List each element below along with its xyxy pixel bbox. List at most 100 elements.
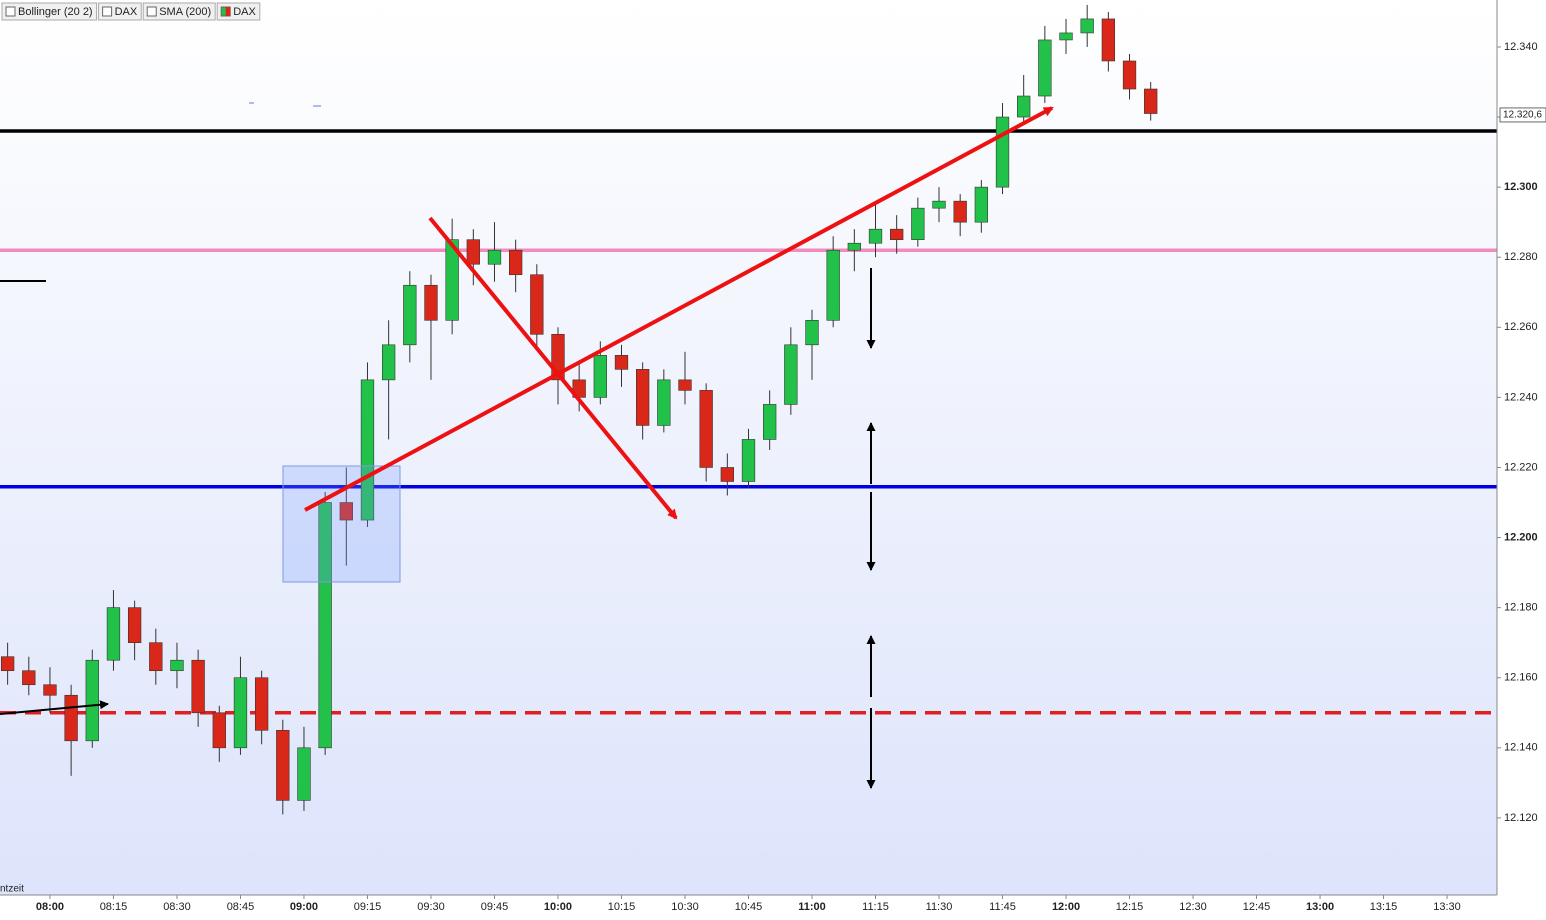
y-axis-panel <box>1497 0 1546 915</box>
x-tick-label: 11:15 <box>862 901 889 913</box>
y-tick-label: 12.280 <box>1504 251 1538 263</box>
candle-body <box>763 404 777 440</box>
candle-body <box>466 239 480 265</box>
candle-body <box>509 249 523 276</box>
legend-button <box>142 2 216 21</box>
candle-body <box>847 242 861 251</box>
candle-body <box>149 642 163 672</box>
candle-body <box>995 116 1010 188</box>
x-tick-label: 11:45 <box>989 901 1016 913</box>
candle-body <box>974 186 988 223</box>
candle-body <box>233 677 248 749</box>
candle-body <box>0 656 15 672</box>
corner-label: ntzeit <box>0 884 24 895</box>
x-tick-label: 13:15 <box>1370 901 1398 913</box>
trend-arrow <box>304 106 1054 512</box>
legend-button <box>1 2 98 21</box>
candle-body <box>953 200 967 223</box>
legend-swatch <box>225 7 231 16</box>
candle-body <box>424 284 438 321</box>
x-tick-label: 08:30 <box>163 901 191 913</box>
candle-body <box>22 670 36 686</box>
candle-body <box>741 439 756 482</box>
candle-body <box>212 712 226 749</box>
candle-body <box>381 344 396 381</box>
x-tick-label: 10:30 <box>671 901 699 913</box>
candle-body <box>445 239 459 321</box>
x-tick-label: 12:00 <box>1052 901 1080 913</box>
x-tick-label: 11:00 <box>798 901 826 913</box>
arrow <box>0 700 109 715</box>
candle-body <box>890 228 904 240</box>
legend-label: DAX <box>233 6 256 18</box>
candle-body <box>657 379 671 426</box>
candle-body <box>593 355 607 398</box>
candle-body <box>614 355 629 370</box>
x-tick-label: 12:30 <box>1179 901 1207 913</box>
candle-body <box>487 249 502 265</box>
legend-item: Bollinger (20 2) <box>1 2 98 21</box>
candle-body <box>403 284 417 346</box>
legend-label: DAX <box>115 6 138 18</box>
candle-body <box>530 274 544 335</box>
candle-body <box>805 319 819 346</box>
x-tick-label: 09:00 <box>290 901 318 913</box>
y-tick-label: 12.140 <box>1504 742 1538 754</box>
y-tick-label: 12.180 <box>1504 602 1538 614</box>
candle-body <box>932 200 946 209</box>
y-tick-label: 12.300 <box>1504 181 1538 193</box>
x-tick-label: 08:45 <box>227 901 255 913</box>
candle-body <box>699 390 713 468</box>
candle-body <box>254 677 269 731</box>
candle-body <box>64 694 78 742</box>
candle-body <box>43 684 57 696</box>
y-tick-label: 12.340 <box>1504 41 1538 53</box>
candle-body <box>826 249 840 321</box>
legend-checkbox <box>102 6 113 17</box>
legend-item: DAX <box>98 2 142 21</box>
candle-body <box>297 747 311 801</box>
candle-body <box>360 379 375 521</box>
x-tick-label: 12:15 <box>1116 901 1144 913</box>
trend-arrow <box>428 216 678 520</box>
x-tick-label: 13:30 <box>1433 901 1461 913</box>
y-tick-label: 12.220 <box>1504 461 1538 473</box>
y-tick-label: 12.160 <box>1504 672 1538 684</box>
highlight-box <box>282 465 401 583</box>
candle-body <box>911 207 925 240</box>
last-price-label: 12.320,6 <box>1503 110 1542 121</box>
candle-body <box>127 607 142 643</box>
legend: Bollinger (20 2) DAX SMA (200) DAX <box>1 2 261 21</box>
candle-body <box>170 659 184 672</box>
y-tick-label: 12.260 <box>1504 321 1538 333</box>
x-tick-label: 10:00 <box>544 901 572 913</box>
candle-body <box>1080 18 1094 34</box>
x-tick-label: 12:45 <box>1243 901 1271 913</box>
legend-item: SMA (200) <box>142 2 216 21</box>
x-tick-label: 13:00 <box>1306 901 1334 913</box>
candle-body <box>1017 95 1031 118</box>
candle-body <box>85 659 99 742</box>
candle-body <box>1038 39 1052 97</box>
candle-body <box>1144 88 1158 114</box>
x-axis-panel <box>0 895 1546 915</box>
x-tick-label: 08:15 <box>100 901 128 913</box>
x-tick-label: 11:30 <box>926 901 953 913</box>
annotations <box>0 102 1054 789</box>
candle-body <box>678 379 692 391</box>
x-tick-label: 09:15 <box>354 901 382 913</box>
candle-body <box>784 344 798 405</box>
y-tick-label: 12.240 <box>1504 391 1538 403</box>
candle-body <box>636 369 650 426</box>
candle-body <box>339 502 353 521</box>
candle-body <box>1122 60 1137 90</box>
y-tick-label: 12.120 <box>1504 812 1538 824</box>
x-tick-label: 09:45 <box>481 901 509 913</box>
legend-checkbox <box>146 6 157 17</box>
candle-body <box>276 729 290 801</box>
legend-item: DAX <box>216 2 261 21</box>
x-tick-label: 10:15 <box>608 901 636 913</box>
x-tick-label: 08:00 <box>36 901 64 913</box>
legend-label: SMA (200) <box>159 6 211 18</box>
